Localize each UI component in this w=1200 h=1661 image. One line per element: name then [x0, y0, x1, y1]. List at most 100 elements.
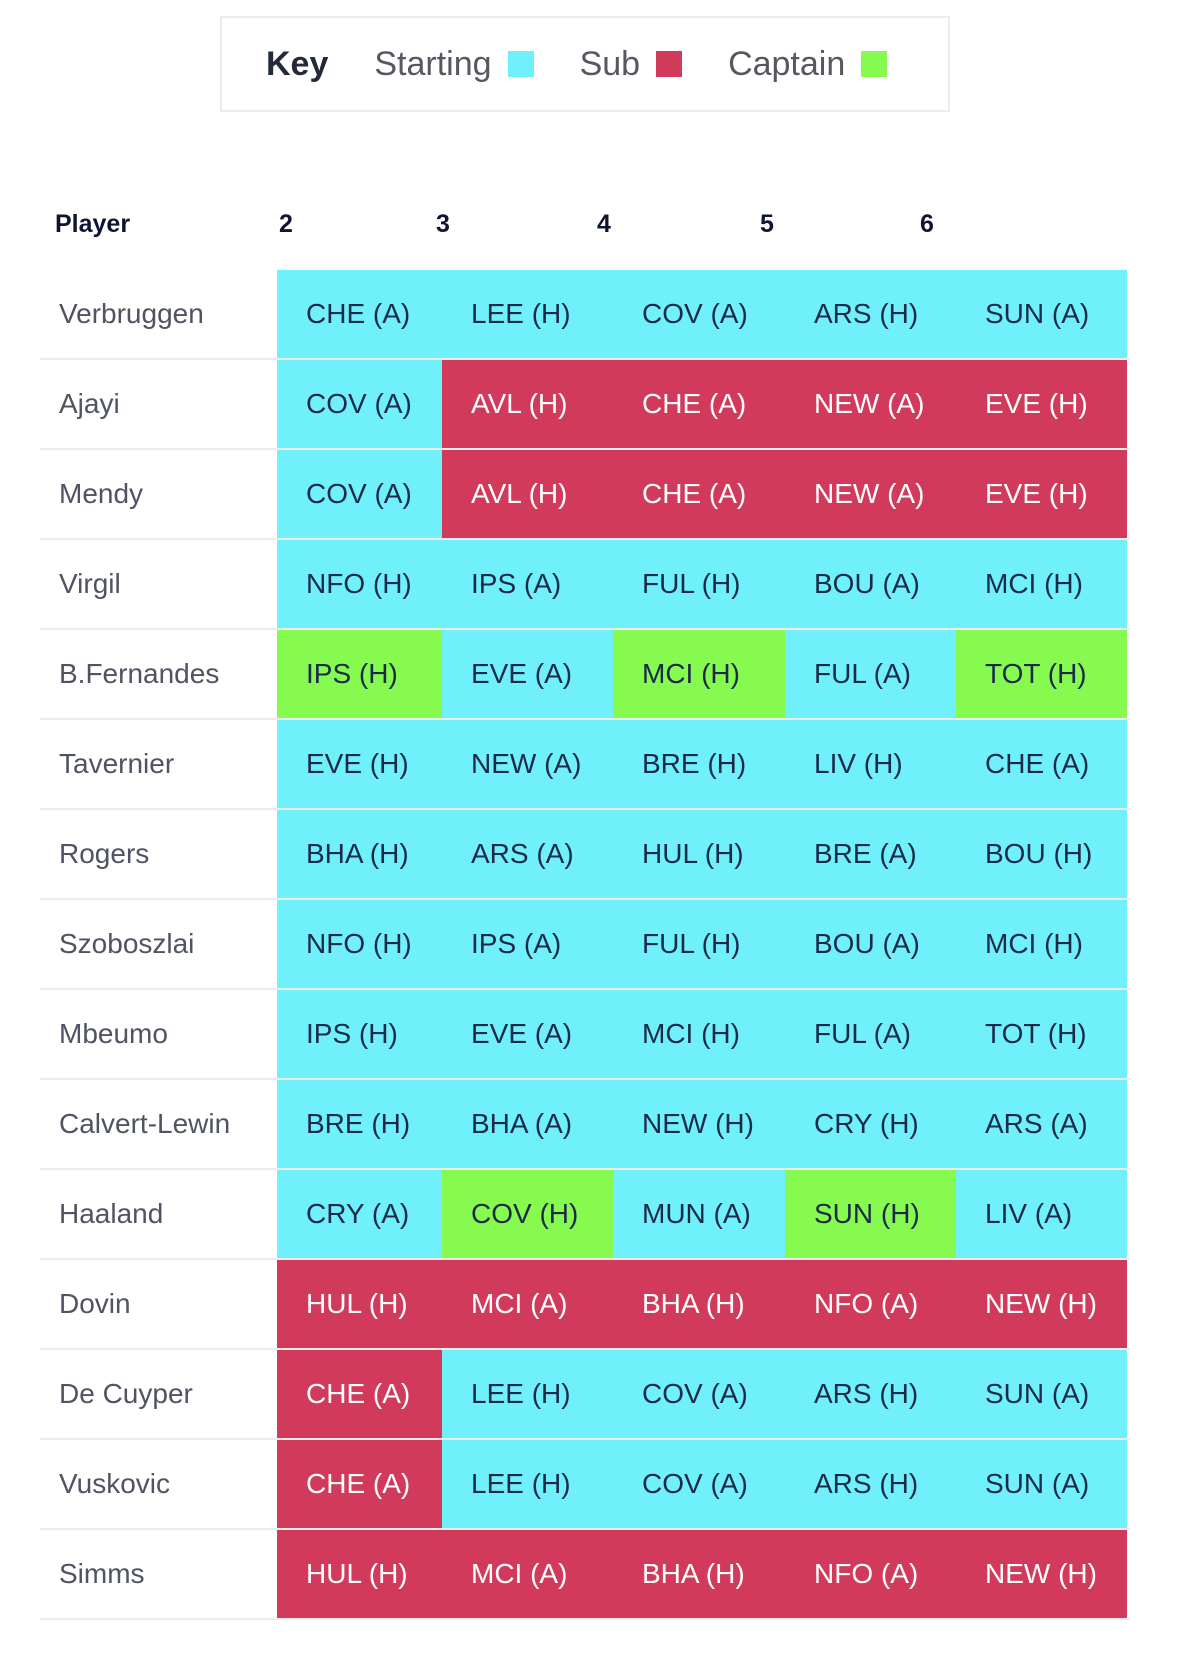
table-body: Verbruggen CHE (A) LEE (H) COV (A) ARS (H) SU…: [40, 270, 1130, 1620]
fixture-cell: EVE (A): [442, 630, 613, 718]
table-row: Mbeumo IPS (H) EVE (A) MCI (H) FUL (A) TOT (H…: [40, 990, 1130, 1080]
fixture-cell: NEW (A): [785, 450, 956, 538]
fixture-cell: MCI (H): [613, 990, 785, 1078]
fixture-cell: BHA (A): [442, 1080, 613, 1168]
fixture-cell: NEW (A): [785, 360, 956, 448]
fixture-cell: NEW (H): [613, 1080, 785, 1168]
table-row: Dovin HUL (H) MCI (A) BHA (H) NFO (A) NEW (H): [40, 1260, 1130, 1350]
table-row: Haaland CRY (A) COV (H) MUN (A) SUN (H) LIV (…: [40, 1170, 1130, 1260]
fixture-cell: NFO (H): [277, 540, 442, 628]
table-row: Szoboszlai NFO (H) IPS (A) FUL (H) BOU (A) MC…: [40, 900, 1130, 990]
fixture-cell: AVL (H): [442, 360, 613, 448]
header-gameweek-2: 2: [279, 210, 293, 238]
fixture-cell: LEE (H): [442, 1440, 613, 1528]
table-row: De Cuyper CHE (A) LEE (H) COV (A) ARS (H) SUN…: [40, 1350, 1130, 1440]
fixture-cell: BHA (H): [613, 1530, 785, 1618]
table-row: Mendy COV (A) AVL (H) CHE (A) NEW (A) EVE (H): [40, 450, 1130, 540]
fixture-cell: SUN (A): [956, 1440, 1127, 1528]
fixture-cell: CRY (A): [277, 1170, 442, 1258]
fixture-cell: BRE (H): [613, 720, 785, 808]
fixture-cell: COV (A): [277, 360, 442, 448]
header-gameweek-6: 6: [920, 210, 934, 238]
fixture-cell: EVE (H): [956, 360, 1127, 448]
table-row: B.Fernandes IPS (H) EVE (A) MCI (H) FUL (A) T…: [40, 630, 1130, 720]
fixture-cell: CHE (A): [277, 270, 442, 358]
fixture-cell: TOT (H): [956, 990, 1127, 1078]
table-row: Calvert-Lewin BRE (H) BHA (A) NEW (H) CRY (H…: [40, 1080, 1130, 1170]
fixture-cell: ARS (A): [956, 1080, 1127, 1168]
captain-swatch: [861, 51, 888, 77]
player-name: Szoboszlai: [59, 928, 195, 959]
sub-swatch: [656, 51, 683, 77]
table-row: Verbruggen CHE (A) LEE (H) COV (A) ARS (H) SU…: [40, 270, 1130, 360]
player-name: Dovin: [59, 1288, 131, 1319]
fixture-cell: COV (A): [613, 1440, 785, 1528]
fixture-cell: MCI (A): [442, 1260, 613, 1348]
table-row: Virgil NFO (H) IPS (A) FUL (H) BOU (A) MCI (H…: [40, 540, 1130, 630]
fixture-cell: FUL (A): [785, 630, 956, 718]
fixture-cell: SUN (H): [785, 1170, 956, 1258]
player-name: Calvert-Lewin: [59, 1108, 231, 1139]
fixture-cell: BOU (A): [785, 900, 956, 988]
fixture-cell: CHE (A): [277, 1350, 442, 1438]
table-row: Simms HUL (H) MCI (A) BHA (H) NFO (A) NEW (H): [40, 1530, 1130, 1620]
fixture-cell: LEE (H): [442, 270, 613, 358]
fixture-cell: IPS (A): [442, 540, 613, 628]
fixture-cell: ARS (H): [785, 1350, 956, 1438]
fixture-cell: NFO (H): [277, 900, 442, 988]
fixture-cell: HUL (H): [277, 1530, 442, 1618]
fixture-cell: BOU (A): [785, 540, 956, 628]
fixture-cell: NEW (H): [956, 1260, 1127, 1348]
player-name: Virgil: [59, 568, 121, 599]
fixture-cell: IPS (H): [277, 990, 442, 1078]
fixture-cell: COV (A): [613, 270, 785, 358]
player-name: Rogers: [59, 838, 150, 869]
fixture-cell: SUN (A): [956, 1350, 1127, 1438]
header-gameweek-3: 3: [436, 210, 450, 238]
fixture-cell: ARS (H): [785, 1440, 956, 1528]
fixture-cell: MCI (H): [956, 900, 1127, 988]
fixture-cell: TOT (H): [956, 630, 1127, 718]
player-name: B.Fernandes: [59, 658, 220, 689]
fixture-cell: IPS (H): [277, 630, 442, 718]
fixture-cell: CHE (A): [613, 360, 785, 448]
fixture-cell: LIV (A): [956, 1170, 1127, 1258]
fixture-cell: BHA (H): [613, 1260, 785, 1348]
player-name: Simms: [59, 1558, 145, 1589]
fixture-cell: COV (H): [442, 1170, 613, 1258]
player-name: Tavernier: [59, 748, 175, 779]
fixture-cell: ARS (A): [442, 810, 613, 898]
fixture-cell: BHA (H): [277, 810, 442, 898]
fixture-cell: EVE (H): [277, 720, 442, 808]
fixture-cell: NFO (A): [785, 1260, 956, 1348]
header-player: Player: [55, 210, 131, 238]
fixture-cell: EVE (H): [956, 450, 1127, 538]
key-label-captain: Captain: [728, 44, 846, 83]
fixture-cell: ARS (H): [785, 270, 956, 358]
fixture-cell: LIV (H): [785, 720, 956, 808]
fixture-cell: IPS (A): [442, 900, 613, 988]
player-name: Mbeumo: [59, 1018, 168, 1049]
fixture-cell: NEW (A): [442, 720, 613, 808]
fixture-cell: FUL (H): [613, 900, 785, 988]
fixture-cell: NFO (A): [785, 1530, 956, 1618]
key-label-sub: Sub: [579, 44, 641, 83]
fixture-cell: MCI (H): [956, 540, 1127, 628]
player-name: De Cuyper: [59, 1378, 193, 1409]
table-row: Vuskovic CHE (A) LEE (H) COV (A) ARS (H) SUN …: [40, 1440, 1130, 1530]
header-gameweek-5: 5: [760, 210, 774, 238]
fixture-cell: CHE (A): [277, 1440, 442, 1528]
fixture-cell: CHE (A): [613, 450, 785, 538]
starting-swatch: [507, 51, 534, 77]
table-header: Player 2 3 4 5 6: [40, 180, 1130, 270]
player-name: Verbruggen: [59, 298, 204, 329]
fixture-cell: CHE (A): [956, 720, 1127, 808]
fixture-cell: EVE (A): [442, 990, 613, 1078]
key-item-captain: Captain: [728, 44, 888, 84]
key-item-sub: Sub: [580, 45, 683, 84]
fixture-cell: HUL (H): [277, 1260, 442, 1348]
fixture-cell: FUL (H): [613, 540, 785, 628]
fixture-cell: LEE (H): [442, 1350, 613, 1438]
key-label-starting: Starting: [374, 44, 492, 83]
fixture-cell: AVL (H): [442, 450, 613, 538]
